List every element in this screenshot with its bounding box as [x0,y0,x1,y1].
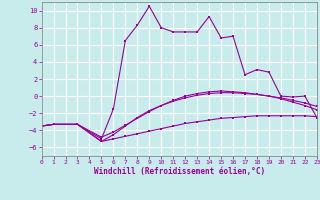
X-axis label: Windchill (Refroidissement éolien,°C): Windchill (Refroidissement éolien,°C) [94,167,265,176]
